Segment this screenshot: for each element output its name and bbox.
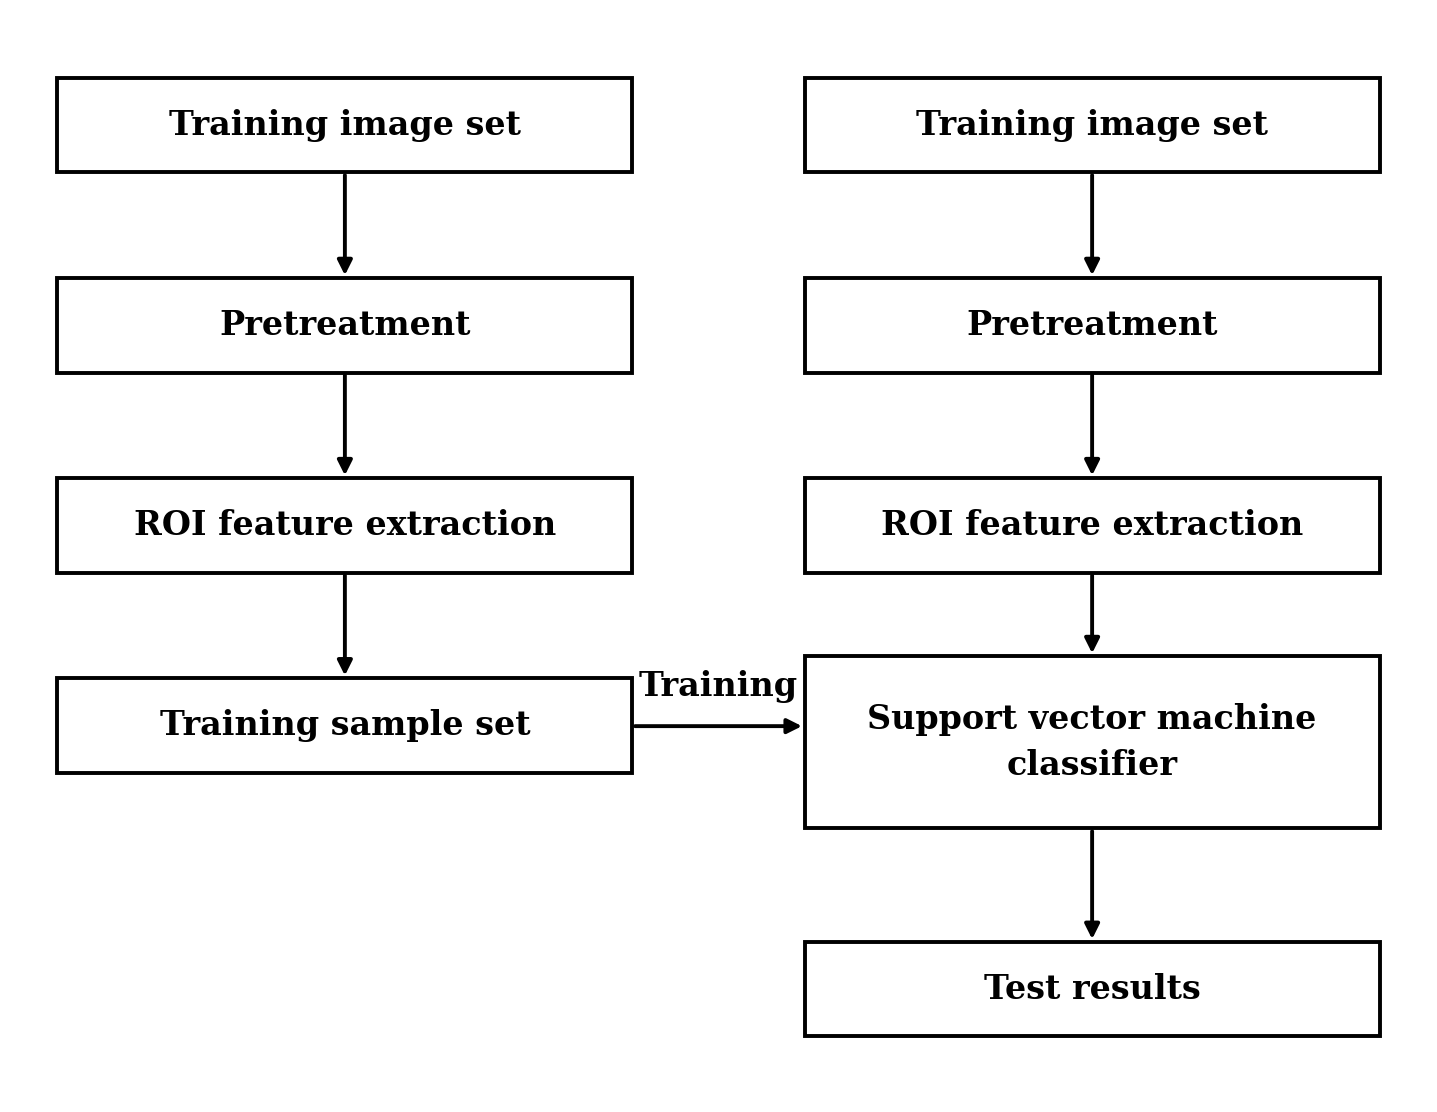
Bar xyxy=(805,656,1380,828)
Bar xyxy=(57,278,632,373)
Bar xyxy=(57,78,632,172)
Text: Training image set: Training image set xyxy=(917,109,1267,141)
Text: Test results: Test results xyxy=(984,973,1200,1005)
Bar xyxy=(805,278,1380,373)
Bar xyxy=(805,78,1380,172)
Text: Training sample set: Training sample set xyxy=(160,709,530,742)
Text: Pretreatment: Pretreatment xyxy=(218,309,471,341)
Text: Support vector machine
classifier: Support vector machine classifier xyxy=(868,703,1316,782)
Bar xyxy=(57,478,632,573)
Text: Training: Training xyxy=(639,669,798,703)
Bar xyxy=(805,942,1380,1036)
Bar xyxy=(805,478,1380,573)
Text: ROI feature extraction: ROI feature extraction xyxy=(134,509,556,542)
Text: Training image set: Training image set xyxy=(170,109,520,141)
Text: Pretreatment: Pretreatment xyxy=(966,309,1219,341)
Text: ROI feature extraction: ROI feature extraction xyxy=(881,509,1303,542)
Bar xyxy=(57,678,632,773)
